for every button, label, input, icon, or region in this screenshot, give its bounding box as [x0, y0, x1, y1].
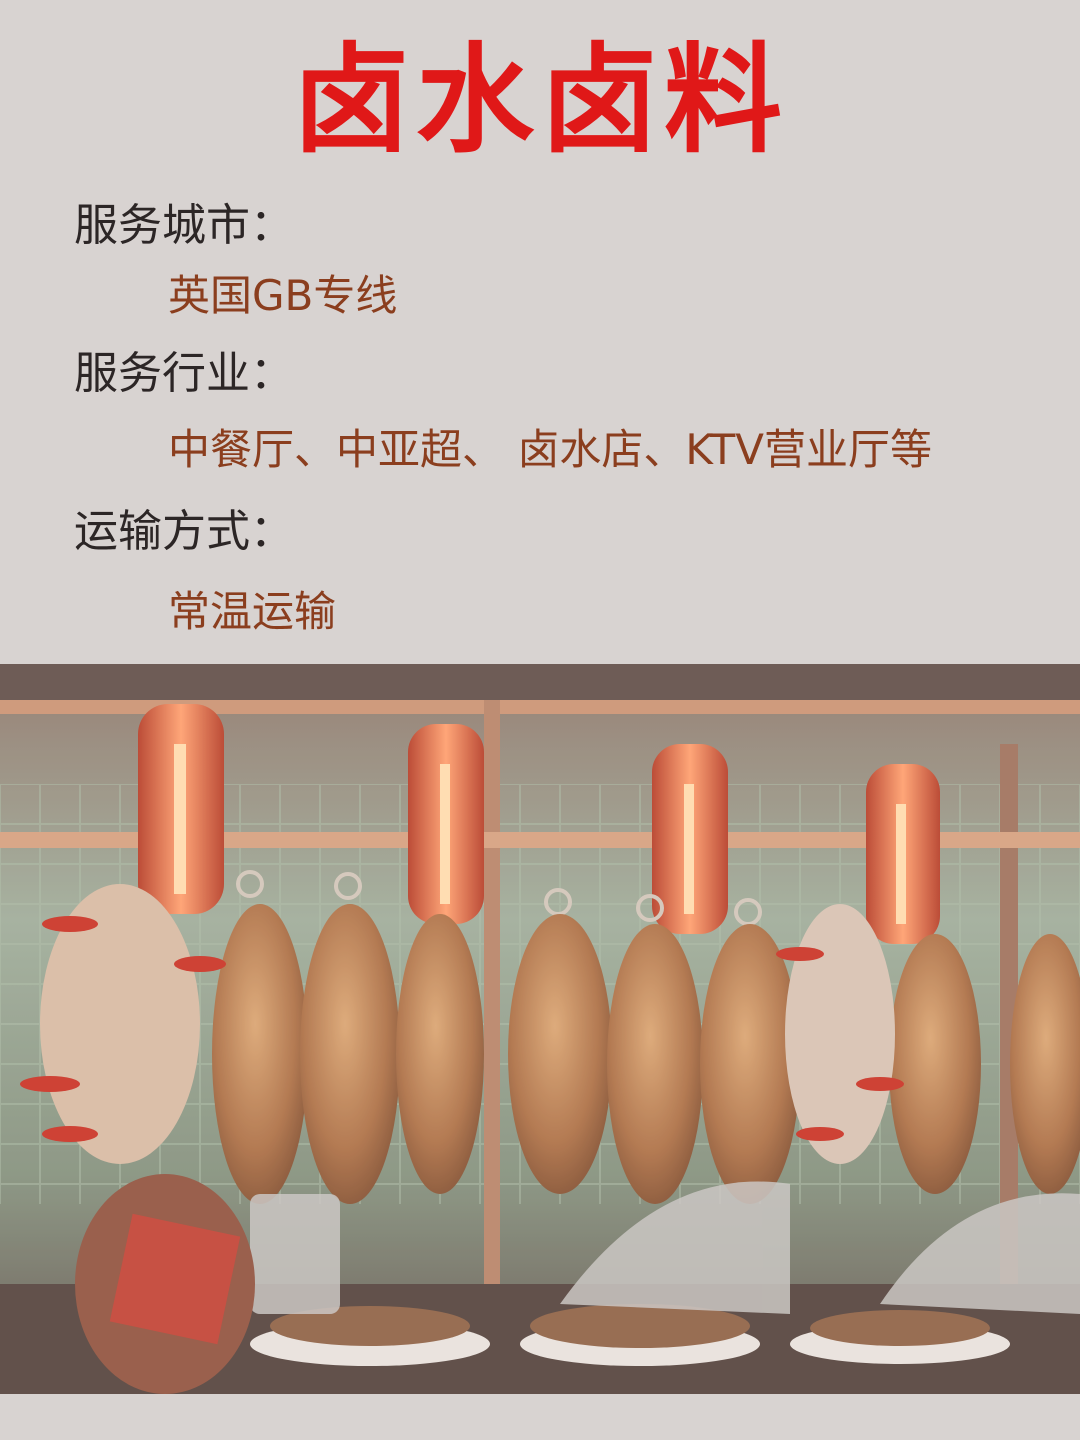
transport-method-value: 常温运输	[168, 587, 337, 636]
service-city-label: 服务城市：	[74, 200, 294, 251]
service-city-value: 英国GB专线	[168, 271, 398, 320]
transport-method-label: 运输方式：	[74, 506, 294, 557]
service-industry-label: 服务行业：	[74, 348, 294, 399]
roast-duck-display-photo	[0, 664, 1080, 1394]
page-title: 卤水卤料	[291, 31, 788, 169]
service-industry-value: 中餐厅、中亚超、 卤水店、KTV营业厅等	[168, 425, 933, 474]
